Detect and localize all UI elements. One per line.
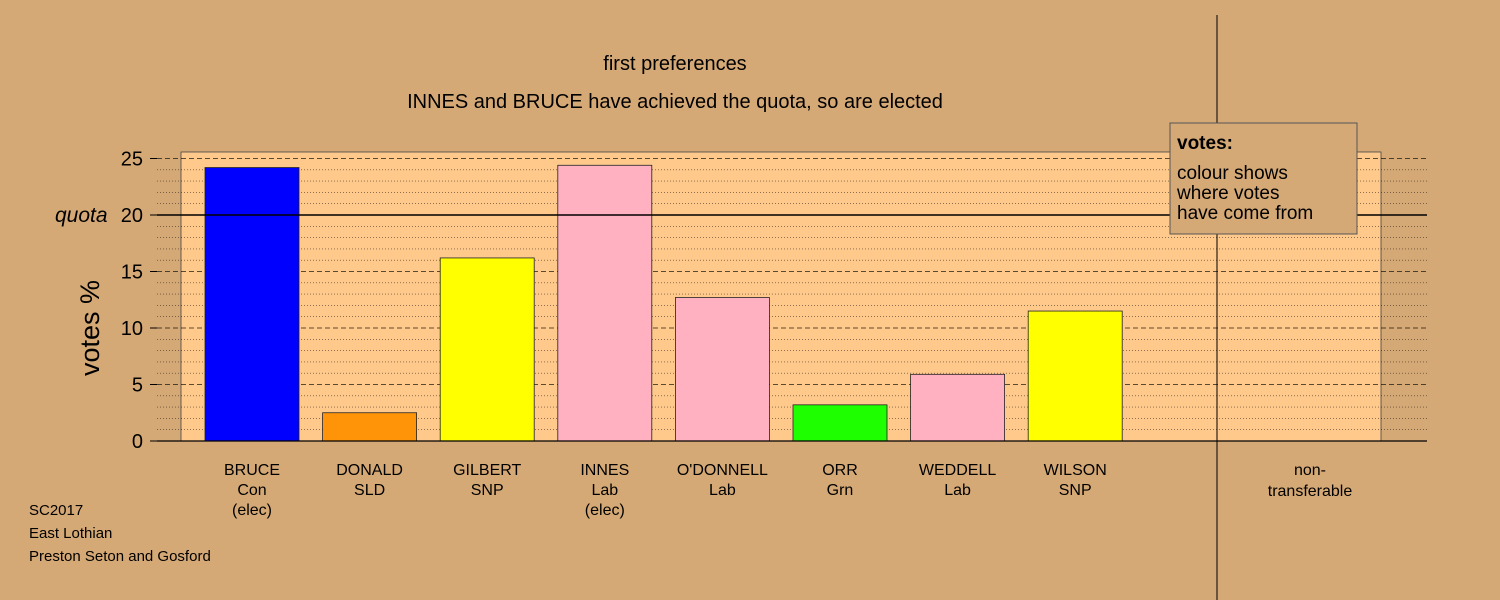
- category-label: Lab: [591, 482, 618, 499]
- legend-box: [1169, 122, 1358, 235]
- y-axis-ticks: 0 5 10 15 20 25: [121, 149, 157, 453]
- footer-line: Preston Seton and Gosford: [29, 548, 211, 565]
- grid-lines: [157, 158, 1427, 431]
- category-label: DONALD: [336, 462, 403, 479]
- category-label: BRUCE: [224, 462, 280, 479]
- bar: [910, 373, 1005, 442]
- category-label: GILBERT: [453, 462, 521, 479]
- category-label: Lab: [944, 482, 971, 499]
- category-label: Grn: [827, 482, 854, 499]
- category-label: INNES: [580, 462, 629, 479]
- legend-line: have come from: [1177, 203, 1313, 224]
- y-axis-label: votes %: [75, 280, 105, 376]
- category-label: Lab: [709, 482, 736, 499]
- legend-line: where votes: [1176, 183, 1279, 204]
- category-label: ORR: [822, 462, 858, 479]
- legend-title: votes:: [1177, 133, 1233, 154]
- bar: [439, 257, 535, 442]
- footer-line: SC2017: [29, 502, 83, 519]
- quota-label: quota: [55, 204, 108, 227]
- y-tick-label: 15: [121, 262, 143, 284]
- y-tick-label: 10: [121, 318, 143, 340]
- legend-line: colour shows: [1177, 163, 1288, 184]
- nontransferable-label: non- transferable: [1268, 462, 1353, 500]
- bar: [557, 164, 653, 442]
- bar: [675, 297, 770, 442]
- chart-title: first preferences: [603, 53, 746, 75]
- category-label: (elec): [232, 502, 272, 519]
- bar: [1027, 310, 1123, 442]
- y-tick-label: 25: [121, 149, 143, 171]
- legend: votes: colour shows where votes have com…: [1169, 122, 1358, 235]
- bar: [322, 412, 418, 442]
- nontransferable-label-line: non-: [1294, 462, 1326, 479]
- category-label: SNP: [1059, 482, 1092, 499]
- bar: [792, 404, 888, 442]
- y-tick-label: 0: [132, 431, 143, 453]
- category-label: WILSON: [1044, 462, 1107, 479]
- category-label: O'DONNELL: [677, 462, 768, 479]
- bar: [204, 167, 300, 442]
- category-labels: BRUCE Con (elec) DONALD SLD GILBERT SNP INNES La…: [224, 462, 1107, 519]
- nontransferable-label-line: transferable: [1268, 483, 1353, 500]
- chart-subtitle: INNES and BRUCE have achieved the quota,…: [407, 91, 943, 113]
- footer-line: East Lothian: [29, 525, 112, 542]
- category-label: WEDDELL: [919, 462, 996, 479]
- category-label: (elec): [585, 502, 625, 519]
- category-label: Con: [237, 482, 266, 499]
- category-label: SLD: [354, 482, 385, 499]
- bars: [204, 164, 1123, 442]
- y-tick-label: 5: [132, 375, 143, 397]
- y-tick-label: 20: [121, 205, 143, 227]
- footer: SC2017 East Lothian Preston Seton and Go…: [29, 502, 211, 565]
- category-label: SNP: [471, 482, 504, 499]
